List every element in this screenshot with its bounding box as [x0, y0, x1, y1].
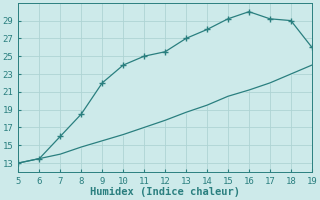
X-axis label: Humidex (Indice chaleur): Humidex (Indice chaleur)	[90, 187, 240, 197]
